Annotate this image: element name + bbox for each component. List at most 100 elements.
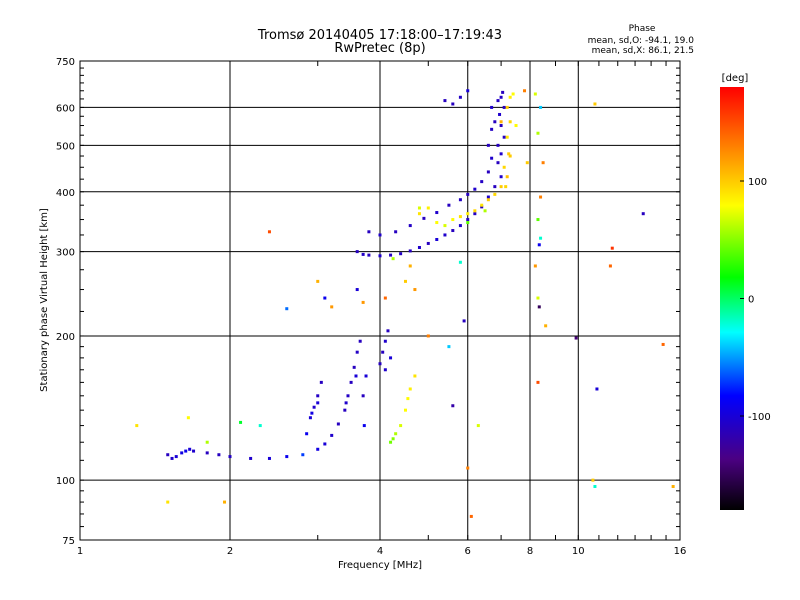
data-point bbox=[499, 120, 503, 124]
data-point bbox=[514, 124, 518, 128]
data-point bbox=[595, 387, 599, 391]
data-point bbox=[403, 279, 407, 283]
colorbar-tick-label: 100 bbox=[748, 177, 767, 188]
data-point bbox=[205, 451, 209, 455]
data-point bbox=[499, 152, 503, 156]
data-point bbox=[466, 218, 470, 222]
data-point bbox=[443, 224, 447, 228]
y-tick-label: 500 bbox=[56, 141, 75, 152]
data-point bbox=[480, 203, 484, 207]
data-point bbox=[486, 143, 490, 147]
data-point bbox=[361, 300, 365, 304]
data-point bbox=[336, 422, 340, 426]
y-tick-label: 750 bbox=[56, 57, 75, 68]
y-tick-label: 100 bbox=[56, 476, 75, 487]
data-point bbox=[367, 253, 371, 257]
data-point bbox=[383, 368, 387, 372]
data-point bbox=[499, 95, 503, 99]
data-point bbox=[408, 264, 412, 268]
data-point bbox=[413, 288, 417, 292]
data-point bbox=[316, 279, 320, 283]
data-point bbox=[349, 380, 353, 384]
colorbar-tick-label: -100 bbox=[748, 412, 771, 423]
data-point bbox=[536, 380, 540, 384]
y-tick-label: 200 bbox=[56, 332, 75, 343]
x-tick-label: 1 bbox=[77, 546, 83, 557]
x-tick-label: 8 bbox=[527, 546, 533, 557]
data-point bbox=[408, 249, 412, 253]
data-point bbox=[537, 305, 541, 309]
data-point bbox=[507, 152, 511, 156]
data-point bbox=[493, 192, 497, 196]
x-axis-ticks: 1 2 4 6 8 10 16 bbox=[77, 61, 686, 557]
data-point bbox=[505, 175, 509, 179]
data-point bbox=[378, 233, 382, 237]
data-point bbox=[422, 216, 426, 220]
stats-line-o: mean, sd,O: -94.1, 19.0 bbox=[588, 36, 695, 46]
data-point bbox=[447, 345, 451, 349]
data-point bbox=[391, 257, 395, 261]
data-point bbox=[451, 404, 455, 408]
data-point bbox=[536, 218, 540, 222]
data-point bbox=[403, 408, 407, 412]
data-point bbox=[466, 89, 470, 93]
data-point bbox=[610, 246, 614, 250]
data-point bbox=[174, 455, 178, 459]
data-point bbox=[462, 319, 466, 323]
data-point bbox=[508, 120, 512, 124]
colorbar-ticks: 100 0 -100 bbox=[740, 177, 771, 423]
data-point bbox=[406, 397, 410, 401]
data-point bbox=[239, 420, 243, 424]
data-point bbox=[451, 218, 455, 222]
data-point bbox=[316, 447, 320, 451]
data-point bbox=[435, 221, 439, 225]
data-point bbox=[490, 156, 494, 160]
data-point bbox=[310, 411, 314, 415]
data-point bbox=[480, 180, 484, 184]
data-point bbox=[180, 451, 184, 455]
data-point bbox=[539, 195, 543, 199]
data-point bbox=[458, 198, 462, 202]
data-point bbox=[389, 253, 393, 257]
y-axis-ticks: 75 100 200 300 400 500 600 750 bbox=[56, 57, 680, 547]
x-tick-label: 10 bbox=[572, 546, 585, 557]
data-point bbox=[458, 215, 462, 219]
data-point bbox=[394, 432, 398, 436]
data-point bbox=[417, 206, 421, 210]
data-point bbox=[501, 90, 505, 94]
data-point bbox=[217, 453, 221, 457]
data-point bbox=[608, 264, 612, 268]
data-point bbox=[537, 243, 541, 247]
data-point bbox=[417, 245, 421, 249]
data-point bbox=[413, 374, 417, 378]
data-points bbox=[135, 89, 675, 518]
data-point bbox=[205, 440, 209, 444]
data-point bbox=[525, 161, 529, 165]
data-point bbox=[361, 252, 365, 256]
data-point bbox=[466, 212, 470, 216]
data-point bbox=[493, 120, 497, 124]
data-point bbox=[469, 514, 473, 518]
data-point bbox=[249, 456, 253, 460]
x-tick-label: 2 bbox=[227, 546, 233, 557]
data-point bbox=[330, 433, 334, 437]
data-point bbox=[378, 254, 382, 258]
data-point bbox=[502, 105, 506, 109]
data-point bbox=[490, 105, 494, 109]
data-point bbox=[496, 143, 500, 147]
data-point bbox=[539, 105, 543, 109]
data-point bbox=[473, 187, 477, 191]
data-point bbox=[323, 296, 327, 300]
data-point bbox=[408, 224, 412, 228]
data-point bbox=[591, 478, 595, 482]
data-point bbox=[391, 437, 395, 441]
data-point bbox=[188, 447, 192, 451]
data-point bbox=[355, 288, 359, 292]
data-point bbox=[508, 154, 512, 158]
data-point bbox=[301, 453, 305, 457]
data-point bbox=[399, 252, 403, 256]
data-point bbox=[389, 356, 393, 360]
data-point bbox=[312, 405, 316, 409]
data-point bbox=[443, 99, 447, 103]
data-point bbox=[383, 339, 387, 343]
